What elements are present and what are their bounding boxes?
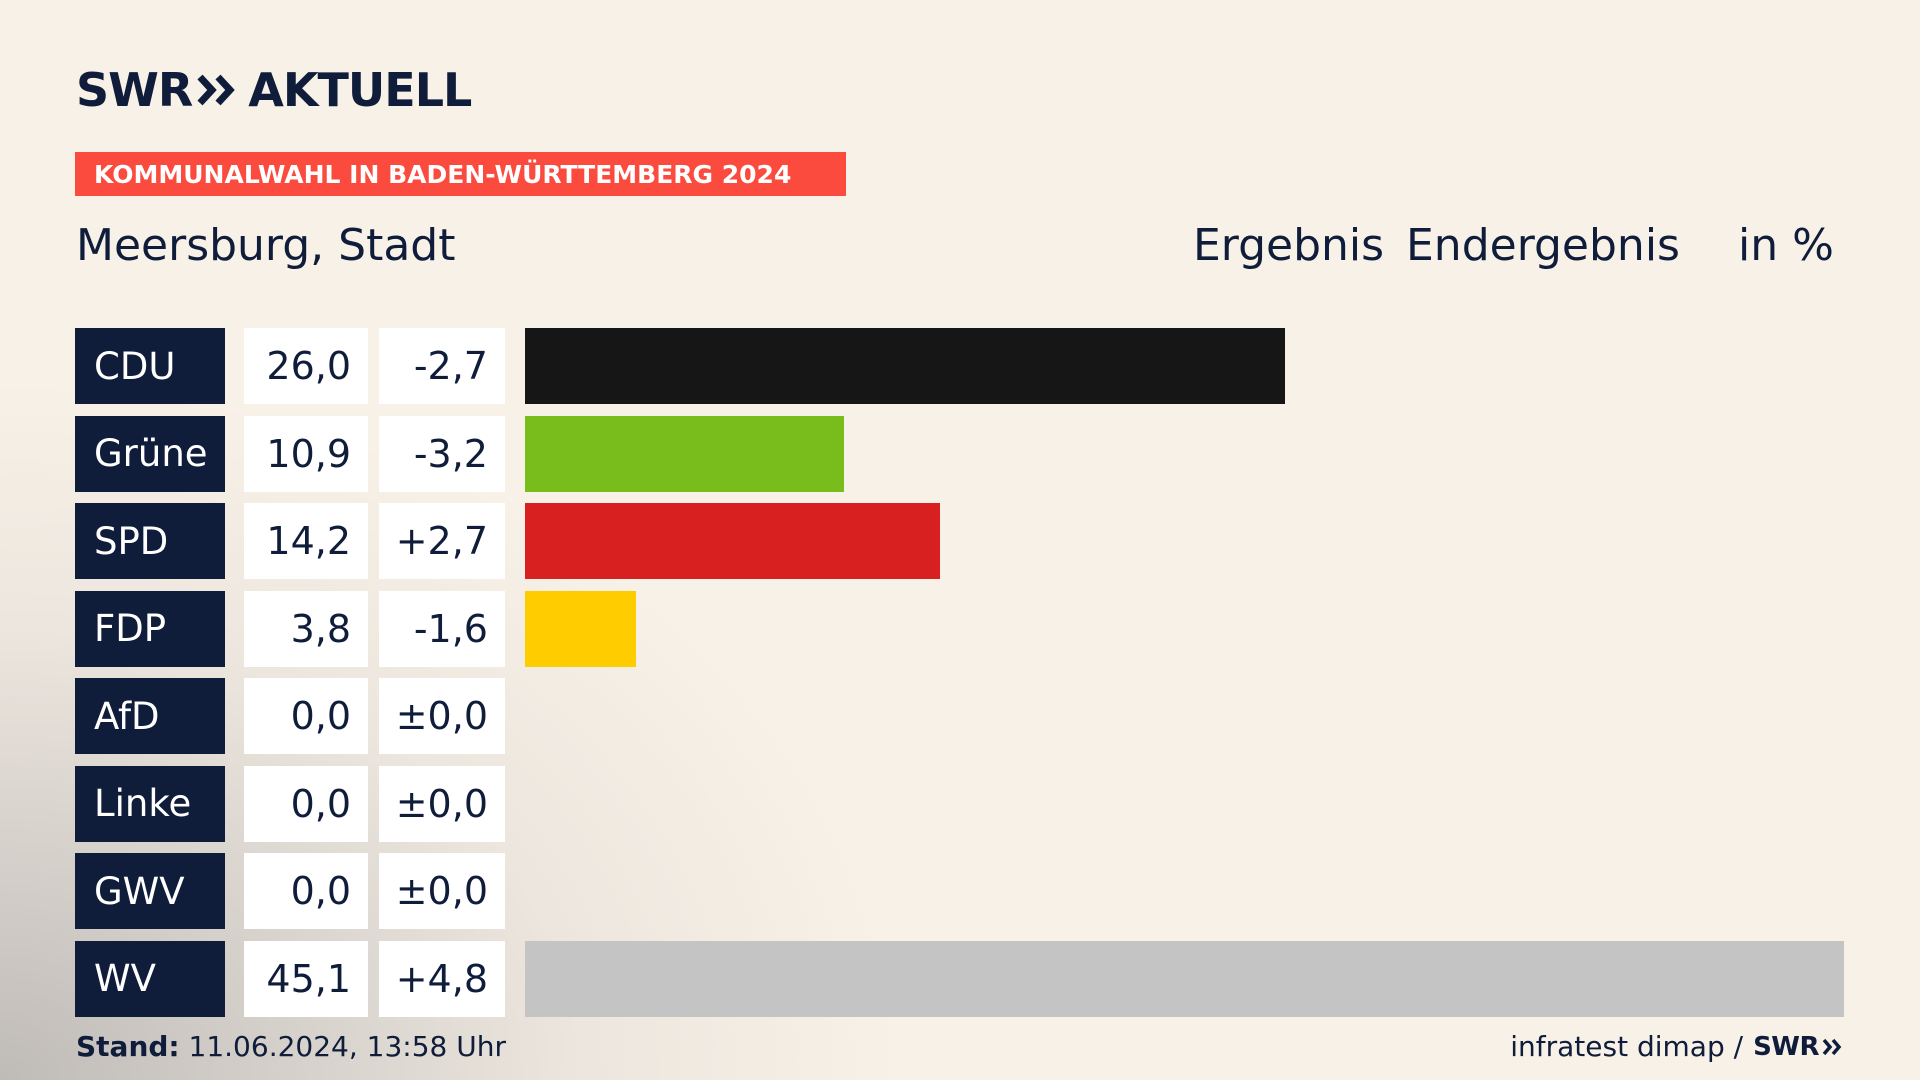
party-label: WV (75, 940, 225, 1017)
party-label: FDP (75, 590, 225, 667)
logo-product: AKTUELL (248, 63, 472, 117)
result-row: FDP 3,8 -1,6 (0, 590, 1920, 667)
result-row: GWV 0,0 ±0,0 (0, 853, 1920, 929)
result-row: SPD 14,2 +2,7 (0, 503, 1920, 579)
result-row: WV 45,1 +4,8 (0, 940, 1920, 1017)
stand-label: Stand: (76, 1030, 180, 1063)
swr-aktuell-logo: SWR AKTUELL (76, 63, 472, 117)
header-ergebnis: Ergebnis (1193, 220, 1385, 271)
stand-value: 11.06.2024, 13:58 Uhr (188, 1030, 506, 1063)
result-row: Linke 0,0 ±0,0 (0, 765, 1920, 842)
result-value: 0,0 (244, 765, 368, 842)
result-bar (525, 940, 1844, 1017)
header-unit: in % (1738, 220, 1834, 271)
result-row: AfD 0,0 ±0,0 (0, 678, 1920, 754)
header-endergebnis: Endergebnis (1406, 220, 1680, 271)
double-chevron-right-icon (1822, 1038, 1842, 1055)
result-value: 3,8 (244, 590, 368, 667)
election-banner: KOMMUNALWAHL IN BADEN-WÜRTTEMBERG 2024 (75, 152, 846, 196)
result-diff: ±0,0 (379, 765, 505, 842)
party-label: SPD (75, 503, 225, 579)
result-diff: -1,6 (379, 590, 505, 667)
result-row: CDU 26,0 -2,7 (0, 328, 1920, 404)
result-value: 0,0 (244, 853, 368, 929)
result-bar (525, 328, 1285, 404)
party-label: Grüne (75, 415, 225, 492)
logo-brand: SWR (76, 63, 193, 117)
source-text: infratest dimap / (1510, 1030, 1744, 1063)
result-value: 45,1 (244, 940, 368, 1017)
result-diff: -2,7 (379, 328, 505, 404)
result-bar (525, 415, 844, 492)
source-credit: infratest dimap / SWR (1510, 1030, 1844, 1063)
result-diff: ±0,0 (379, 678, 505, 754)
party-label: GWV (75, 853, 225, 929)
party-label: Linke (75, 765, 225, 842)
result-diff: +2,7 (379, 503, 505, 579)
timestamp: Stand: 11.06.2024, 13:58 Uhr (76, 1030, 506, 1063)
result-diff: ±0,0 (379, 853, 505, 929)
result-bar (525, 590, 636, 667)
result-value: 0,0 (244, 678, 368, 754)
source-brand: SWR (1753, 1031, 1819, 1062)
result-diff: +4,8 (379, 940, 505, 1017)
result-diff: -3,2 (379, 415, 505, 492)
result-value: 14,2 (244, 503, 368, 579)
double-chevron-right-icon (197, 74, 236, 106)
result-row: Grüne 10,9 -3,2 (0, 415, 1920, 492)
result-bar (525, 503, 940, 579)
result-value: 10,9 (244, 415, 368, 492)
result-value: 26,0 (244, 328, 368, 404)
party-label: AfD (75, 678, 225, 754)
location-title: Meersburg, Stadt (76, 220, 456, 271)
party-label: CDU (75, 328, 225, 404)
